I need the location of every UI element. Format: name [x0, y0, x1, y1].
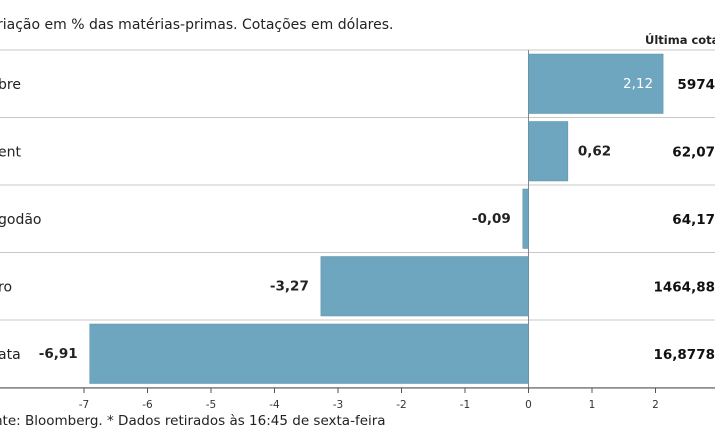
bar [522, 188, 529, 249]
x-tick-label: -5 [206, 399, 216, 411]
category-label: ata [0, 347, 21, 363]
value-label: -0,09 [472, 211, 511, 227]
bar [528, 53, 664, 114]
last-quote-value: 16,8778 [654, 347, 715, 363]
bar [528, 121, 569, 182]
category-label: ro [0, 279, 12, 295]
category-label: ent [0, 144, 21, 160]
chart-subtitle: riação em % das matérias-primas. Cotaçõe… [0, 17, 394, 33]
x-tick-label: -4 [269, 399, 280, 411]
category-label: bre [0, 77, 21, 93]
x-tick-label: -7 [79, 399, 89, 411]
value-label: -3,27 [270, 278, 309, 294]
value-label: 0,62 [578, 143, 611, 159]
x-tick-label: 0 [525, 399, 532, 411]
x-tick-label: -3 [333, 399, 343, 411]
value-label: -6,91 [39, 346, 78, 362]
last-quote-value: 64,17 [672, 212, 715, 228]
x-tick-label: 2 [652, 399, 659, 411]
x-tick-label: -2 [396, 399, 406, 411]
last-quote-value: 1464,88 [654, 279, 715, 295]
x-tick-label: -6 [142, 399, 153, 411]
category-label: godão [0, 212, 41, 228]
bar [320, 256, 529, 317]
source-note: nte: Bloomberg. * Dados retirados às 16:… [0, 413, 386, 429]
last-quote-value: 62,07 [672, 144, 715, 160]
last-quote-value: 5974 [677, 77, 715, 93]
last-quote-header: Última cotaç [645, 33, 715, 47]
value-label: 2,12 [623, 76, 653, 92]
bar [89, 323, 529, 384]
x-tick-label: -1 [460, 399, 470, 411]
x-tick-label: 1 [589, 399, 596, 411]
